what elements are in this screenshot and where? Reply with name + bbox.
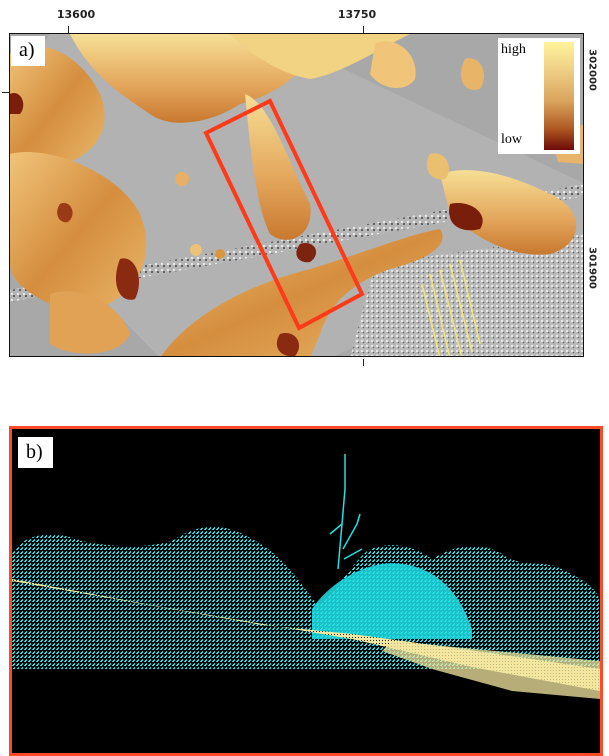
point-cloud-profile-image: [12, 429, 600, 753]
map-panel-a: a) high low: [9, 33, 584, 357]
x-tick-mark: [363, 26, 364, 33]
x-tick-mark: [363, 359, 364, 366]
profile-panel-b: b): [9, 426, 603, 756]
legend-color-ramp: [544, 42, 574, 150]
y-tick-label: 301900: [586, 247, 598, 289]
panel-a-label: a): [11, 36, 45, 66]
y-tick-mark: [2, 92, 9, 93]
panel-b-label: b): [18, 437, 53, 468]
height-map-image: [10, 34, 583, 356]
legend-high-label: high: [501, 42, 526, 57]
x-tick-label: 13600: [56, 8, 96, 21]
legend-low-label: low: [501, 132, 522, 147]
x-tick-label: 13750: [337, 8, 377, 21]
x-tick-mark: [68, 26, 69, 33]
color-legend: high low: [498, 38, 580, 154]
y-tick-label: 302000: [586, 49, 598, 91]
